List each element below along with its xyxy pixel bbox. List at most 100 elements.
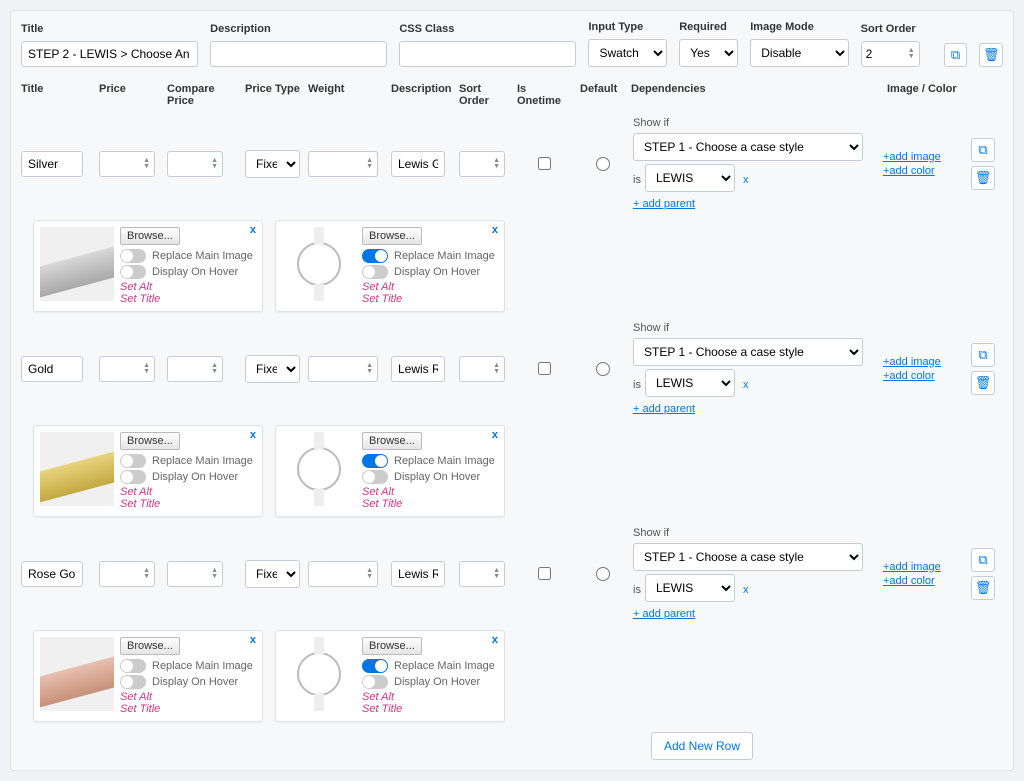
- set-title-link[interactable]: Set Title: [120, 293, 256, 305]
- set-title-link[interactable]: Set Title: [362, 293, 498, 305]
- price-type-select[interactable]: Fixed: [245, 355, 300, 383]
- number-input[interactable]: ▲▼: [167, 561, 223, 587]
- replace-main-toggle[interactable]: [362, 249, 388, 263]
- dependency-step-select[interactable]: STEP 1 - Choose a case style: [633, 543, 863, 571]
- number-input[interactable]: ▲▼: [308, 561, 378, 587]
- default-radio[interactable]: [596, 157, 610, 171]
- dependency-value-select[interactable]: LEWIS: [645, 369, 735, 397]
- dependency-remove[interactable]: x: [743, 379, 749, 391]
- dependency-value-select[interactable]: LEWIS: [645, 574, 735, 602]
- set-title-link[interactable]: Set Title: [120, 703, 256, 715]
- row-title-input[interactable]: [21, 356, 83, 382]
- row-duplicate-button[interactable]: ⧉: [971, 548, 995, 572]
- row-duplicate-button[interactable]: ⧉: [971, 138, 995, 162]
- dependency-remove[interactable]: x: [743, 174, 749, 186]
- price-type-select[interactable]: Fixed: [245, 560, 300, 588]
- browse-button[interactable]: Browse...: [120, 432, 180, 450]
- card-close[interactable]: x: [250, 224, 256, 236]
- replace-main-toggle[interactable]: [362, 454, 388, 468]
- number-input[interactable]: ▲▼: [459, 561, 505, 587]
- inputtype-select[interactable]: Swatch: [588, 39, 667, 67]
- display-hover-toggle[interactable]: [120, 470, 146, 484]
- set-alt-link[interactable]: Set Alt: [362, 281, 498, 293]
- set-title-link[interactable]: Set Title: [120, 498, 256, 510]
- browse-button[interactable]: Browse...: [120, 227, 180, 245]
- add-parent-link[interactable]: + add parent: [633, 608, 875, 620]
- card-close[interactable]: x: [492, 634, 498, 646]
- number-input[interactable]: ▲▼: [308, 356, 378, 382]
- title-input[interactable]: [21, 41, 198, 67]
- imagemode-select[interactable]: Disable: [750, 39, 848, 67]
- add-image-link[interactable]: +add image: [883, 561, 963, 573]
- add-image-link[interactable]: +add image: [883, 151, 963, 163]
- browse-button[interactable]: Browse...: [120, 637, 180, 655]
- default-radio[interactable]: [596, 362, 610, 376]
- cssclass-input[interactable]: [399, 41, 576, 67]
- set-alt-link[interactable]: Set Alt: [362, 691, 498, 703]
- row-desc-input[interactable]: [391, 151, 445, 177]
- set-alt-link[interactable]: Set Alt: [120, 691, 256, 703]
- display-hover-toggle[interactable]: [120, 675, 146, 689]
- delete-button[interactable]: 🗑: [979, 43, 1003, 67]
- replace-main-toggle[interactable]: [120, 659, 146, 673]
- add-image-link[interactable]: +add image: [883, 356, 963, 368]
- replace-main-toggle[interactable]: [120, 454, 146, 468]
- onetime-checkbox[interactable]: [538, 567, 551, 580]
- browse-button[interactable]: Browse...: [362, 227, 422, 245]
- set-title-link[interactable]: Set Title: [362, 498, 498, 510]
- row-delete-button[interactable]: 🗑: [971, 371, 995, 395]
- row-desc-input[interactable]: [391, 561, 445, 587]
- row-desc-input[interactable]: [391, 356, 445, 382]
- row-title-input[interactable]: [21, 151, 83, 177]
- dependency-step-select[interactable]: STEP 1 - Choose a case style: [633, 338, 863, 366]
- duplicate-button[interactable]: ⧉: [944, 43, 968, 67]
- replace-main-label: Replace Main Image: [394, 455, 495, 467]
- browse-button[interactable]: Browse...: [362, 432, 422, 450]
- row-title-input[interactable]: [21, 561, 83, 587]
- row-duplicate-button[interactable]: ⧉: [971, 343, 995, 367]
- dependency-remove[interactable]: x: [743, 584, 749, 596]
- number-input[interactable]: ▲▼: [99, 356, 155, 382]
- number-input[interactable]: ▲▼: [99, 151, 155, 177]
- image-card: x Browse... Replace Main Image Display O…: [275, 630, 505, 722]
- default-radio[interactable]: [596, 567, 610, 581]
- add-color-link[interactable]: +add color: [883, 370, 963, 382]
- number-input[interactable]: ▲▼: [459, 151, 505, 177]
- set-alt-link[interactable]: Set Alt: [362, 486, 498, 498]
- number-input[interactable]: ▲▼: [459, 356, 505, 382]
- add-color-link[interactable]: +add color: [883, 165, 963, 177]
- onetime-checkbox[interactable]: [538, 362, 551, 375]
- add-color-link[interactable]: +add color: [883, 575, 963, 587]
- display-hover-toggle[interactable]: [120, 265, 146, 279]
- card-close[interactable]: x: [492, 224, 498, 236]
- number-input[interactable]: ▲▼: [167, 151, 223, 177]
- browse-button[interactable]: Browse...: [362, 637, 422, 655]
- number-input[interactable]: ▲▼: [308, 151, 378, 177]
- card-close[interactable]: x: [492, 429, 498, 441]
- add-new-row-button[interactable]: Add New Row: [651, 732, 753, 760]
- sortorder-input[interactable]: ▲▼: [861, 41, 920, 67]
- add-parent-link[interactable]: + add parent: [633, 198, 875, 210]
- required-select[interactable]: Yes: [679, 39, 738, 67]
- number-input[interactable]: ▲▼: [167, 356, 223, 382]
- price-type-select[interactable]: Fixed: [245, 150, 300, 178]
- dependency-value-select[interactable]: LEWIS: [645, 164, 735, 192]
- card-close[interactable]: x: [250, 429, 256, 441]
- display-hover-toggle[interactable]: [362, 675, 388, 689]
- row-delete-button[interactable]: 🗑: [971, 576, 995, 600]
- col-dependencies: Dependencies: [631, 83, 879, 107]
- replace-main-toggle[interactable]: [120, 249, 146, 263]
- set-title-link[interactable]: Set Title: [362, 703, 498, 715]
- replace-main-toggle[interactable]: [362, 659, 388, 673]
- display-hover-toggle[interactable]: [362, 470, 388, 484]
- display-hover-toggle[interactable]: [362, 265, 388, 279]
- description-input[interactable]: [210, 41, 387, 67]
- number-input[interactable]: ▲▼: [99, 561, 155, 587]
- row-delete-button[interactable]: 🗑: [971, 166, 995, 190]
- card-close[interactable]: x: [250, 634, 256, 646]
- add-parent-link[interactable]: + add parent: [633, 403, 875, 415]
- set-alt-link[interactable]: Set Alt: [120, 281, 256, 293]
- onetime-checkbox[interactable]: [538, 157, 551, 170]
- set-alt-link[interactable]: Set Alt: [120, 486, 256, 498]
- dependency-step-select[interactable]: STEP 1 - Choose a case style: [633, 133, 863, 161]
